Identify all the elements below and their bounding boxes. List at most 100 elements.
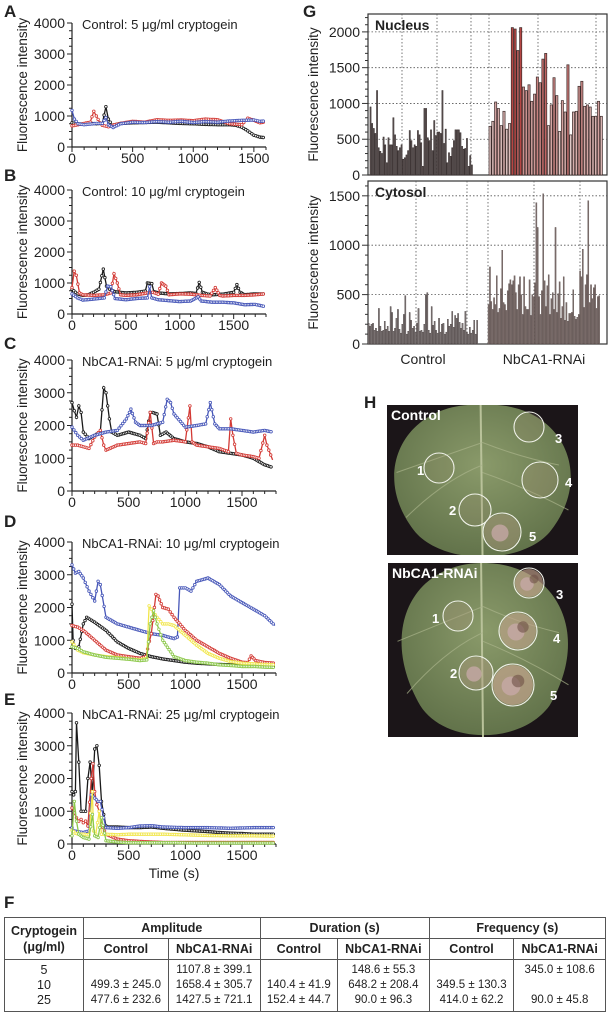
- data-point: [88, 825, 93, 829]
- data-point: [208, 400, 212, 405]
- bar: [466, 331, 468, 345]
- bar: [574, 110, 578, 176]
- bar: [505, 310, 508, 345]
- data-point: [77, 760, 81, 764]
- subheader: Control: [259, 938, 339, 960]
- group-header-frequency: Frequency (s): [428, 917, 607, 939]
- x-tick-label: 1500: [226, 494, 257, 510]
- bar: [561, 306, 564, 345]
- bar: [413, 144, 416, 176]
- series-green: [70, 799, 275, 845]
- bar: [449, 156, 452, 176]
- subheader: NbCA1-RNAi: [513, 938, 606, 960]
- bar: [542, 193, 544, 345]
- bar: [573, 316, 576, 345]
- bar: [451, 147, 454, 176]
- bar: [498, 308, 501, 345]
- bar: [435, 330, 437, 345]
- bar: [517, 284, 520, 345]
- data-point: [143, 441, 148, 446]
- bar: [571, 312, 573, 345]
- data-point: [79, 410, 83, 415]
- bar: [583, 307, 585, 345]
- bar: [436, 131, 439, 176]
- bar: [427, 330, 430, 345]
- leaf-vein: [405, 464, 483, 518]
- bar: [594, 115, 598, 176]
- data-point: [99, 816, 104, 820]
- data-point: [90, 812, 95, 817]
- data-point: [257, 456, 261, 460]
- data-point: [70, 563, 74, 567]
- series-red: [70, 404, 274, 461]
- data-point: [261, 441, 265, 445]
- data-point: [271, 665, 275, 670]
- summary-table: Cryptogein (μg/ml) Amplitude Duration (s…: [4, 917, 607, 1012]
- bar: [382, 136, 385, 176]
- bar: [463, 330, 465, 345]
- bar: [583, 105, 587, 176]
- y-tick-label: 0: [57, 139, 65, 155]
- data-point: [81, 576, 85, 580]
- x-axis-label: Time (s): [149, 865, 200, 881]
- spot-number-label: 2: [449, 503, 456, 518]
- bar: [504, 304, 506, 345]
- bar: [488, 125, 492, 176]
- chart-title: NbCA1-RNAi: 5 μg/ml cryptogein: [82, 354, 272, 369]
- bar: [397, 309, 399, 345]
- data-point: [168, 610, 172, 614]
- bar: [449, 324, 452, 345]
- data-point: [91, 439, 95, 443]
- lesion-area: [444, 602, 472, 630]
- spot-circle-outline: [521, 461, 559, 499]
- x-tick-label: 500: [114, 317, 138, 333]
- panel-letter-a: A: [4, 2, 17, 21]
- table-cell: [83, 959, 169, 978]
- bar: [560, 318, 562, 345]
- group-header-amplitude: Amplitude: [83, 917, 261, 939]
- y-tick-label: 0: [57, 665, 65, 681]
- bar: [558, 131, 562, 176]
- x-tick-label: 1000: [170, 494, 201, 510]
- data-point: [104, 115, 108, 120]
- data-point: [115, 428, 119, 433]
- bar: [591, 115, 595, 176]
- line-chart-e: 0 1000 2000 3000 4000 0 500 1000 1500 Fluorescenc…: [15, 705, 280, 881]
- bar: [423, 108, 426, 176]
- bar: [598, 295, 600, 345]
- data-point: [271, 841, 275, 845]
- data-point: [210, 291, 214, 295]
- y-tick-label: 0: [57, 836, 65, 852]
- bar: [532, 296, 535, 345]
- data-point: [98, 582, 102, 587]
- data-point: [102, 118, 106, 123]
- data-point: [100, 274, 104, 278]
- y-tick-label: 3000: [34, 567, 65, 583]
- y-axis-label: Fluorescence intensity: [15, 540, 30, 675]
- x-tick-label: 0: [68, 150, 76, 166]
- series-blue: [70, 793, 275, 835]
- bar: [522, 314, 524, 345]
- data-point: [157, 627, 161, 631]
- bar: [379, 326, 382, 345]
- data-point: [121, 421, 125, 426]
- bar: [441, 324, 443, 345]
- data-point: [236, 286, 241, 291]
- bar: [420, 330, 423, 345]
- bar: [414, 331, 417, 345]
- table-cell: 152.4 ± 44.7: [259, 993, 339, 1012]
- leaf-label: Control: [391, 407, 441, 423]
- data-point: [199, 285, 203, 289]
- y-tick-label: 1000: [34, 450, 65, 466]
- bar: [372, 128, 375, 176]
- panel-letter-g: G: [303, 2, 317, 21]
- bar: [421, 166, 424, 176]
- leaf-label: NbCA1-RNAi: [392, 565, 478, 581]
- y-axis-label: Fluorescence intensity: [15, 185, 30, 320]
- bar: [597, 296, 599, 345]
- bar: [451, 311, 454, 345]
- data-point: [110, 281, 115, 285]
- y-axis-label: Fluorescence intensity: [15, 18, 30, 153]
- data-point: [73, 789, 78, 794]
- data-point: [145, 658, 149, 662]
